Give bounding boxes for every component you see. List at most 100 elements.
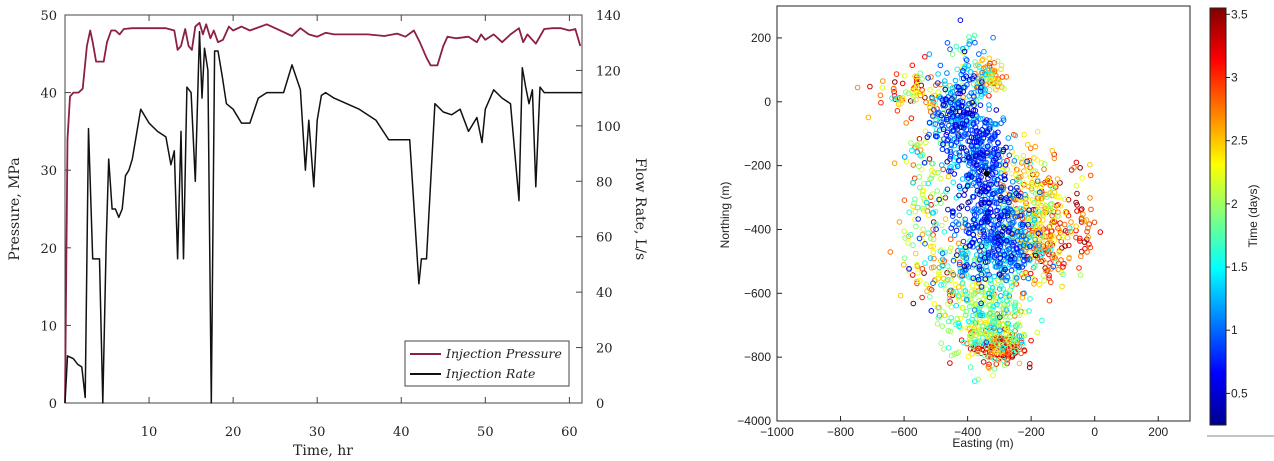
event-point: [948, 47, 953, 52]
x-tick-label: 30: [309, 425, 326, 440]
event-point: [966, 354, 971, 359]
northing-tick-label: −600: [744, 286, 771, 300]
y2-tick-label: 100: [596, 120, 621, 135]
event-point: [921, 227, 926, 232]
y2-tick-label: 60: [596, 231, 613, 246]
legend: Injection Pressure Injection Rate: [405, 341, 569, 386]
event-point: [895, 109, 900, 114]
event-point: [1042, 278, 1047, 283]
event-point: [1058, 221, 1063, 226]
event-point: [855, 85, 860, 90]
event-point: [987, 56, 992, 61]
event-point: [965, 206, 970, 211]
event-point: [987, 88, 992, 93]
event-point: [1033, 144, 1038, 149]
event-point: [945, 160, 950, 165]
event-point: [1075, 191, 1080, 196]
event-point: [927, 52, 932, 57]
event-point: [893, 80, 898, 85]
colorbar-tick-label: 1.5: [1231, 260, 1248, 274]
easting-axis-label: Easting (m): [952, 436, 1013, 450]
event-point: [992, 367, 997, 372]
event-point: [1009, 268, 1014, 273]
event-point: [1061, 265, 1066, 270]
event-point: [1060, 284, 1065, 289]
seismic-scatter-chart: −1000 −800 −600 −400 −200 0 200 −4000−800−600−…: [718, 6, 1274, 450]
event-point: [900, 81, 905, 86]
event-point: [931, 237, 936, 242]
event-point: [982, 49, 987, 54]
event-point: [946, 207, 951, 212]
event-point: [892, 161, 897, 166]
y2-tick-label: 120: [596, 64, 621, 79]
event-point: [953, 282, 958, 287]
easting-tick-label: −200: [1018, 425, 1045, 439]
y-tick-label: 30: [40, 164, 57, 179]
event-point: [968, 365, 973, 370]
northing-tick-label: −800: [744, 350, 771, 364]
event-point: [939, 341, 944, 346]
event-point: [994, 108, 999, 113]
event-point: [1006, 136, 1011, 141]
event-point: [970, 283, 975, 288]
easting-tick-label: −800: [827, 425, 854, 439]
event-point: [946, 277, 951, 282]
event-point: [906, 241, 911, 246]
x-tick-label: 40: [393, 425, 410, 440]
event-point: [909, 141, 914, 146]
event-point: [1077, 266, 1082, 271]
event-point: [1008, 145, 1013, 150]
colorbar-ticks: 0.5 1 1.5 2 2.5 3 3.5: [1226, 7, 1248, 400]
y2-tick-label: 140: [596, 9, 621, 24]
event-point: [1088, 196, 1093, 201]
event-point: [920, 266, 925, 271]
event-point: [1092, 220, 1097, 225]
event-point: [1069, 220, 1074, 225]
event-point: [1023, 173, 1028, 178]
event-point: [916, 271, 921, 276]
event-point: [903, 90, 908, 95]
event-point: [878, 93, 883, 98]
northing-tick-label: 0: [764, 95, 771, 109]
event-point: [999, 294, 1004, 299]
event-point: [950, 52, 955, 57]
event-point: [897, 220, 902, 225]
y-tick-label: 50: [40, 9, 57, 24]
event-point: [923, 55, 928, 60]
event-point: [961, 239, 966, 244]
event-point: [964, 149, 969, 154]
event-point: [977, 238, 982, 243]
legend-label-rate: Injection Rate: [445, 366, 535, 381]
event-point: [1098, 230, 1103, 235]
event-point: [953, 78, 958, 83]
event-point: [935, 322, 940, 327]
event-point: [927, 157, 932, 162]
colorbar-tick-label: 2.5: [1231, 134, 1248, 148]
event-point: [977, 52, 982, 57]
event-point: [954, 44, 959, 49]
colorbar-tick-label: 3: [1231, 71, 1238, 85]
event-point: [952, 233, 957, 238]
event-point: [926, 76, 931, 81]
event-point: [902, 263, 907, 268]
event-point: [955, 316, 960, 321]
event-point: [981, 360, 986, 365]
event-point: [936, 72, 941, 77]
event-point: [909, 116, 914, 121]
event-point: [935, 189, 940, 194]
event-point: [898, 293, 903, 298]
event-point: [910, 148, 915, 153]
event-point: [991, 373, 996, 378]
event-point: [931, 250, 936, 255]
x-tick-label: 60: [561, 425, 578, 440]
event-point: [964, 58, 969, 63]
x-tick-label: 20: [225, 425, 242, 440]
event-point: [1028, 297, 1033, 302]
event-point: [1078, 273, 1083, 278]
event-point: [917, 236, 922, 241]
event-point: [915, 205, 920, 210]
event-point: [1028, 271, 1033, 276]
northing-axis-label: Northing (m): [718, 182, 732, 249]
scatter-points: [855, 18, 1102, 384]
